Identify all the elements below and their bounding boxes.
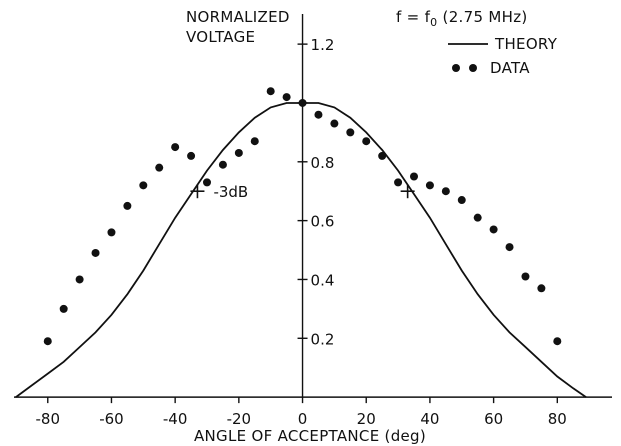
- data-point: [425, 181, 434, 190]
- x-tick-label: 20: [357, 410, 376, 428]
- data-point: [75, 275, 84, 284]
- data-point: [410, 172, 418, 181]
- data-point: [441, 187, 450, 196]
- annotation-subscript: 0: [430, 16, 437, 29]
- data-point: [298, 98, 307, 107]
- series-layer: [15, 87, 587, 398]
- legend: THEORY DATA: [448, 35, 558, 77]
- data-point: [218, 160, 227, 169]
- annotation-suffix: (2.75 MHz): [437, 8, 527, 26]
- data-point: [553, 337, 562, 346]
- data-point: [171, 143, 180, 152]
- legend-data-label: DATA: [490, 59, 530, 77]
- data-point: [155, 163, 164, 172]
- x-tick-label: -40: [163, 410, 188, 428]
- frequency-annotation: f = f0 (2.75 MHz): [396, 8, 528, 29]
- x-axis-label: ANGLE OF ACCEPTANCE (deg): [194, 427, 426, 445]
- x-tick-label: -20: [227, 410, 252, 428]
- x-ticks: -80 -60 -40 -20 0 20 40 60 80: [36, 397, 567, 428]
- data-point: [59, 304, 68, 313]
- y-axis-label-line-2: VOLTAGE: [186, 28, 255, 46]
- x-tick-label: 40: [420, 410, 439, 428]
- data-point: [521, 272, 530, 281]
- x-tick-label: 0: [298, 410, 308, 428]
- data-point: [489, 225, 498, 234]
- y-ticks: 0.2 0.4 0.6 0.8 1.2: [297, 36, 335, 348]
- data-point: [505, 243, 514, 252]
- y-axis-label-line-1: NORMALIZED: [186, 8, 290, 26]
- data-point: [266, 87, 275, 96]
- data-point: [457, 196, 466, 205]
- data-point: [123, 201, 132, 210]
- y-tick-label: 0.6: [311, 213, 335, 231]
- data-point: [250, 137, 259, 146]
- data-point: [346, 128, 355, 137]
- data-point: [378, 151, 387, 160]
- axes: [14, 14, 612, 398]
- y-tick-label: 0.8: [311, 154, 335, 172]
- data-point: [91, 248, 100, 257]
- legend-data-swatch-dot-1: [452, 64, 460, 72]
- y-tick-label: 0.2: [311, 330, 335, 348]
- data-point: [537, 284, 546, 293]
- x-tick-label: -80: [36, 410, 61, 428]
- y-tick-label: 0.4: [311, 271, 335, 289]
- theory-curve: [15, 102, 587, 398]
- data-point: [187, 151, 196, 160]
- data-point: [282, 93, 291, 102]
- data-point: [203, 178, 211, 187]
- y-tick-label: 1.2: [311, 36, 335, 54]
- data-point: [234, 148, 243, 157]
- minus-3db-label: -3dB: [213, 183, 248, 201]
- x-tick-label: 80: [548, 410, 567, 428]
- data-point: [394, 178, 403, 187]
- annotation-text: f = f: [396, 8, 431, 26]
- x-tick-label: -60: [99, 410, 124, 428]
- data-point: [139, 181, 148, 190]
- x-tick-label: 60: [484, 410, 503, 428]
- legend-theory-label: THEORY: [494, 35, 558, 53]
- data-point: [362, 137, 371, 146]
- data-point: [43, 337, 52, 346]
- data-point: [473, 213, 482, 222]
- data-point: [107, 228, 116, 237]
- legend-data-swatch-dot-2: [469, 64, 477, 72]
- marker-layer: -3dB: [190, 183, 415, 201]
- data-point: [314, 110, 323, 119]
- data-point: [330, 119, 339, 128]
